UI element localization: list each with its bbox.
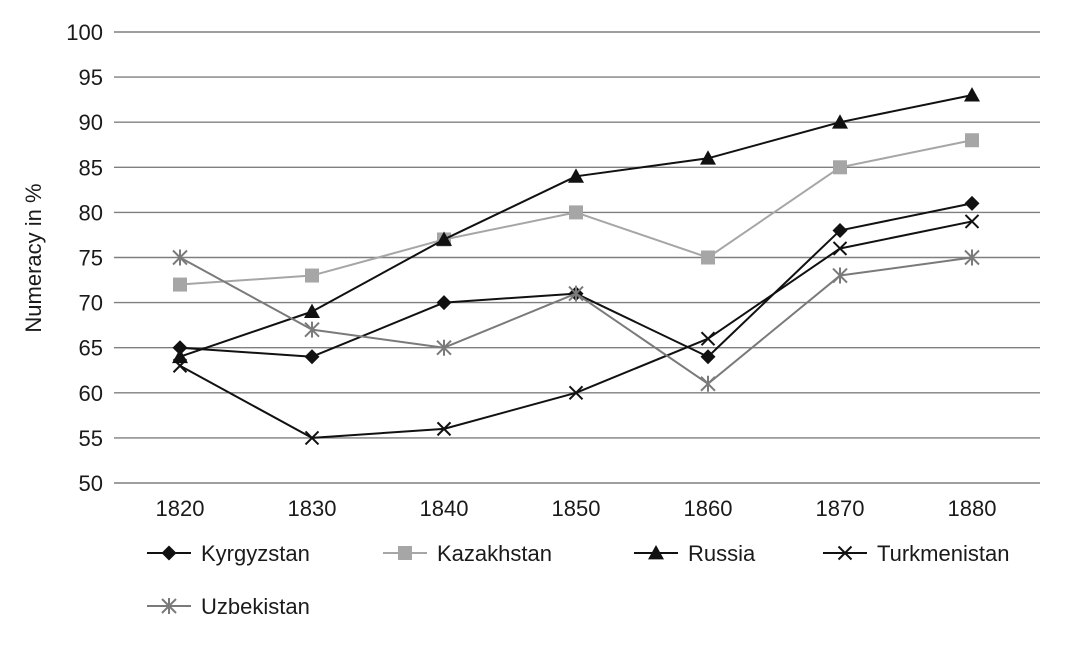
y-axis-ticks: 50 55 60 65 70 75 80 85 90 95 100 (66, 20, 103, 496)
y-tick-label: 85 (79, 155, 103, 180)
legend-item-uzbekistan: Uzbekistan (147, 594, 310, 619)
legend-marker (161, 598, 177, 614)
data-point-russia (568, 168, 584, 183)
data-point-kazakhstan (833, 160, 847, 175)
data-point-russia (832, 114, 848, 129)
y-tick-label: 70 (79, 291, 103, 316)
data-point-uzbekistan (568, 285, 584, 302)
data-point-kyrgyzstan (964, 195, 980, 211)
y-tick-label: 55 (79, 426, 103, 451)
gridlines (114, 31, 1040, 484)
data-point-russia (172, 348, 188, 364)
data-point-turkmenistan (700, 331, 716, 346)
legend-marker (398, 546, 412, 560)
data-point-kyrgyzstan (172, 340, 188, 356)
data-point-turkmenistan (832, 241, 848, 256)
series-kazakhstan (173, 133, 979, 292)
series-kyrgyzstan (172, 195, 980, 365)
y-tick-label: 65 (79, 336, 103, 361)
legend-item-russia: Russia (634, 541, 756, 566)
series-layer (172, 87, 980, 446)
legend-label: Turkmenistan (877, 541, 1009, 566)
y-tick-label: 95 (79, 65, 103, 90)
y-tick-label: 100 (66, 20, 103, 45)
data-point-russia (436, 231, 452, 246)
data-point-russia (304, 303, 320, 319)
series-uzbekistan (172, 249, 980, 392)
data-point-turkmenistan (964, 214, 980, 229)
legend-marker (161, 545, 177, 561)
data-point-kazakhstan (173, 277, 187, 292)
data-point-kazakhstan (965, 133, 979, 148)
data-point-kyrgyzstan (700, 349, 716, 365)
x-tick-label: 1840 (420, 496, 469, 521)
x-axis-ticks: 1820 1830 1840 1850 1860 1870 1880 (156, 496, 997, 521)
data-point-uzbekistan (436, 339, 452, 356)
legend-label: Kyrgyzstan (201, 541, 310, 566)
series-line-kyrgyzstan (179, 202, 973, 358)
data-point-russia (700, 150, 716, 165)
legend-marker (648, 545, 664, 560)
y-tick-label: 75 (79, 246, 103, 271)
series-russia (172, 87, 980, 364)
y-tick-label: 80 (79, 200, 103, 225)
data-point-kazakhstan (701, 250, 715, 265)
y-tick-label: 90 (79, 110, 103, 135)
data-point-kyrgyzstan (832, 222, 848, 238)
legend-item-kyrgyzstan: Kyrgyzstan (147, 541, 310, 566)
legend-item-kazakhstan: Kazakhstan (383, 541, 552, 566)
x-tick-label: 1820 (156, 496, 205, 521)
data-point-russia (964, 87, 980, 102)
data-point-uzbekistan (172, 249, 188, 266)
series-line-turkmenistan (179, 220, 973, 439)
data-point-kyrgyzstan (436, 295, 452, 311)
data-point-kazakhstan (305, 268, 319, 283)
data-point-turkmenistan (436, 421, 452, 437)
data-point-uzbekistan (832, 267, 848, 284)
data-point-uzbekistan (964, 249, 980, 266)
x-tick-label: 1830 (288, 496, 337, 521)
y-tick-label: 50 (79, 471, 103, 496)
legend-label: Uzbekistan (201, 594, 310, 619)
legend: Kyrgyzstan Kazakhstan Russia Turkmenistan Uz… (147, 541, 1009, 619)
series-line-russia (179, 94, 973, 358)
legend-label: Russia (688, 541, 756, 566)
data-point-uzbekistan (700, 375, 716, 392)
legend-marker (837, 545, 853, 561)
legend-label: Kazakhstan (437, 541, 552, 566)
legend-item-turkmenistan: Turkmenistan (823, 541, 1009, 566)
y-tick-label: 60 (79, 381, 103, 406)
x-tick-label: 1850 (552, 496, 601, 521)
data-point-kazakhstan (569, 205, 583, 220)
data-point-turkmenistan (304, 430, 320, 446)
data-point-turkmenistan (568, 385, 584, 401)
data-point-uzbekistan (304, 321, 320, 338)
x-tick-label: 1860 (684, 496, 733, 521)
data-point-turkmenistan (172, 358, 188, 373)
x-tick-label: 1880 (948, 496, 997, 521)
data-point-kyrgyzstan (304, 349, 320, 365)
series-turkmenistan (172, 214, 980, 446)
y-axis-title: Numeracy in % (21, 183, 46, 332)
x-tick-label: 1870 (816, 496, 865, 521)
